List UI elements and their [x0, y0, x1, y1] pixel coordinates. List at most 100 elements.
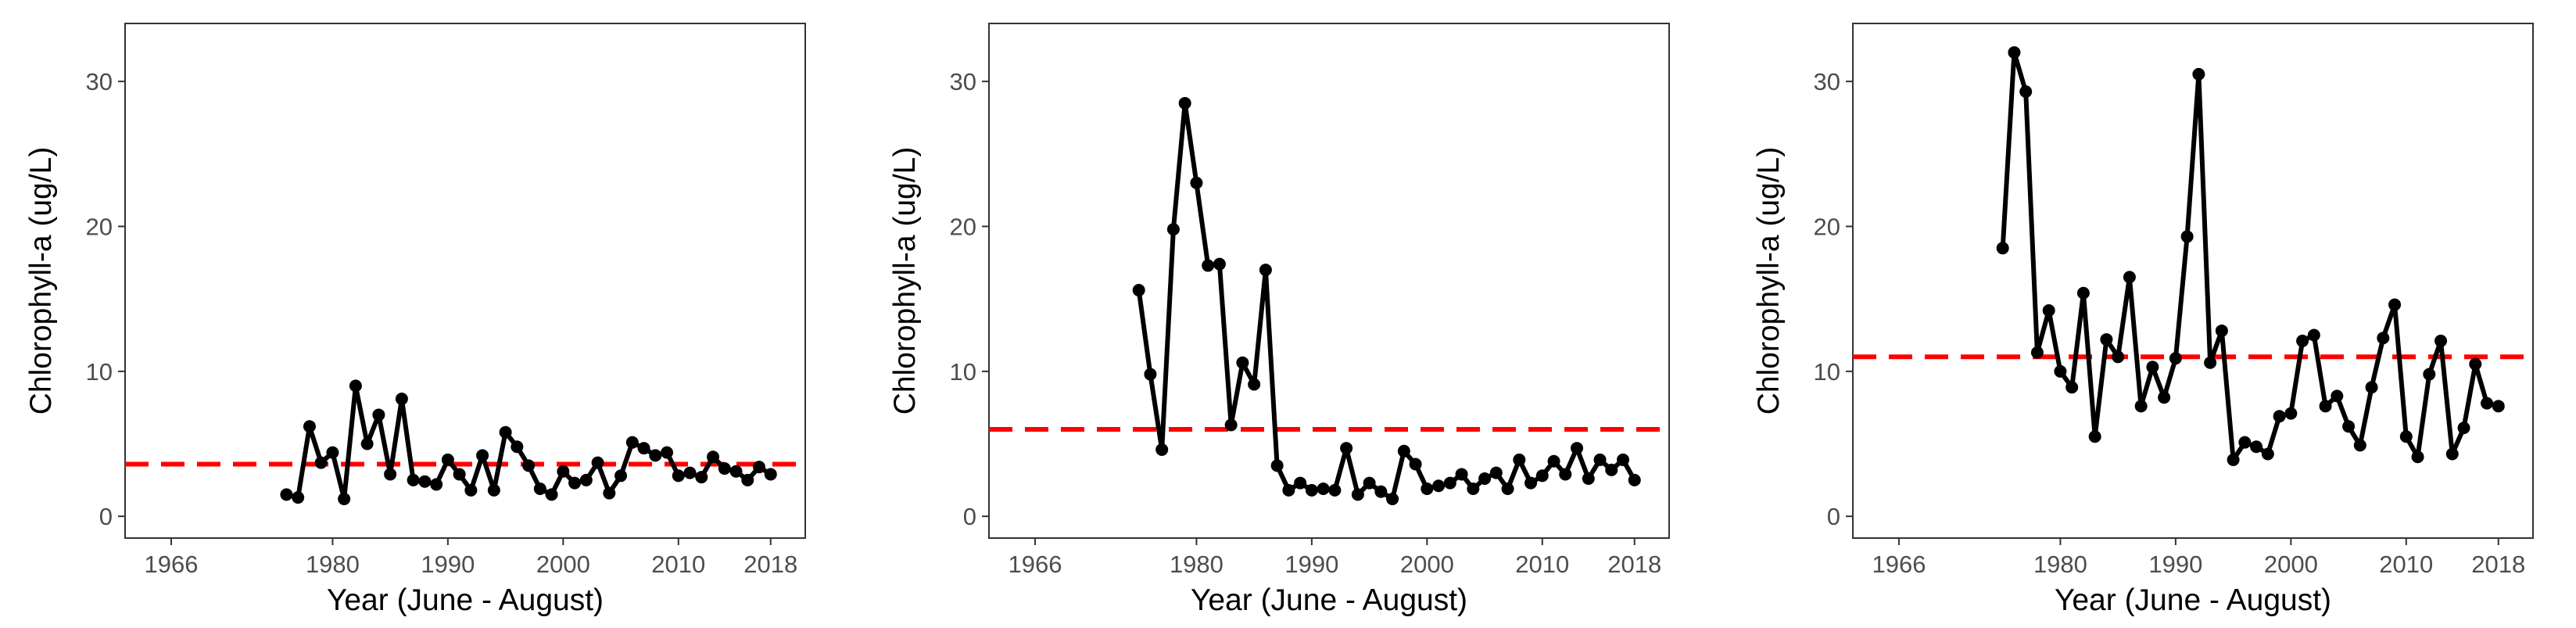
x-tick-label: 2018: [1607, 551, 1661, 578]
data-point: [2388, 298, 2402, 311]
data-point: [2204, 356, 2217, 369]
data-point: [1305, 483, 1318, 497]
data-point: [1144, 368, 1157, 381]
data-point: [637, 442, 650, 455]
data-point: [614, 469, 628, 483]
data-point: [349, 379, 362, 393]
data-point: [2469, 357, 2482, 371]
x-tick-label: 2018: [743, 551, 797, 578]
data-point: [418, 475, 432, 488]
data-point: [579, 473, 593, 486]
data-point: [672, 469, 685, 483]
data-point: [764, 468, 777, 481]
data-point: [2008, 46, 2021, 59]
x-tick-label: 2010: [651, 551, 705, 578]
data-point: [2273, 410, 2286, 423]
y-tick-label: 20: [86, 213, 113, 240]
y-axis-title: Chlorophyll-a (ug/L): [888, 147, 922, 415]
data-point: [2123, 271, 2136, 284]
data-point: [2399, 430, 2413, 443]
series-line: [1136, 100, 1637, 501]
data-point: [430, 478, 443, 491]
data-point: [683, 466, 697, 479]
data-point: [2250, 440, 2263, 454]
data-point: [1409, 458, 1422, 471]
data-point: [1317, 482, 1330, 495]
data-point: [1374, 485, 1388, 498]
data-point: [1340, 442, 1353, 455]
data-point: [2169, 352, 2182, 365]
data-point: [487, 483, 500, 497]
data-point: [2411, 450, 2424, 464]
plot-frame: [988, 23, 1670, 539]
y-tick-label: 10: [86, 358, 113, 386]
data-point: [1478, 472, 1492, 486]
data-point: [1236, 356, 1249, 369]
data-point: [499, 425, 512, 439]
data-point: [1617, 453, 1630, 466]
x-axis-title: Year (June - August): [327, 583, 604, 617]
data-point: [1559, 468, 1572, 481]
x-tick-label: 1980: [2033, 551, 2087, 578]
x-tick-label: 1990: [421, 551, 475, 578]
data-point: [649, 449, 662, 462]
data-point: [741, 473, 754, 486]
data-point: [2319, 400, 2332, 413]
data-point: [1432, 479, 1446, 493]
data-point: [2030, 346, 2044, 359]
x-tick-label: 1980: [306, 551, 360, 578]
data-point: [1605, 463, 1618, 476]
data-point: [1513, 453, 1526, 466]
plot-frame: [124, 23, 806, 539]
x-tick-label: 2000: [536, 551, 590, 578]
y-axis-title: Chlorophyll-a (ug/L): [1752, 147, 1786, 415]
data-point: [1178, 96, 1191, 109]
data-point: [2146, 361, 2159, 374]
data-point: [2227, 453, 2240, 466]
data-point: [1421, 482, 1434, 495]
data-point: [2054, 364, 2067, 378]
data-point: [2481, 397, 2494, 410]
data-point: [2492, 400, 2505, 413]
data-point: [1351, 488, 1364, 501]
data-point: [1202, 259, 1215, 272]
data-point: [384, 468, 397, 481]
x-tick-label: 2018: [2471, 551, 2525, 578]
data-point: [2377, 332, 2390, 345]
data-point: [557, 465, 570, 478]
data-point: [338, 492, 351, 505]
x-axis-title: Year (June - August): [2055, 583, 2331, 617]
x-tick-label: 2010: [1515, 551, 1569, 578]
data-point: [1270, 459, 1284, 472]
data-point: [2180, 230, 2194, 243]
chart-panel-3: 0 10 20 30 1966 1980 1990 2000 2010 2018 Year (Jun…: [1752, 23, 2534, 617]
data-point: [2042, 303, 2055, 317]
data-point: [2365, 381, 2378, 394]
x-tick-label: 1990: [1284, 551, 1338, 578]
data-point: [2158, 391, 2171, 404]
y-tick-label: 0: [963, 503, 976, 530]
data-point: [326, 446, 339, 459]
data-point: [1489, 466, 1503, 479]
x-tick-label: 2000: [2264, 551, 2318, 578]
x-tick-label: 1990: [2148, 551, 2202, 578]
y-tick-label: 10: [950, 358, 976, 386]
data-point: [1259, 264, 1272, 277]
data-point: [1467, 482, 1480, 495]
data-point: [1363, 476, 1376, 490]
data-point: [533, 482, 546, 495]
data-point: [2065, 381, 2079, 394]
data-point: [2296, 334, 2309, 347]
y-tick-label: 10: [1814, 358, 1840, 386]
data-point: [2445, 447, 2459, 461]
data-point: [1582, 472, 1595, 486]
data-point: [2238, 436, 2252, 449]
data-point: [407, 473, 420, 486]
data-point: [695, 471, 708, 484]
chart-panel-1: 0 10 20 30 1966 1980 1990 2000 2010 2018 Year (Jun…: [24, 23, 806, 617]
data-point: [718, 462, 731, 475]
data-point: [280, 488, 293, 501]
data-point: [1524, 476, 1538, 490]
